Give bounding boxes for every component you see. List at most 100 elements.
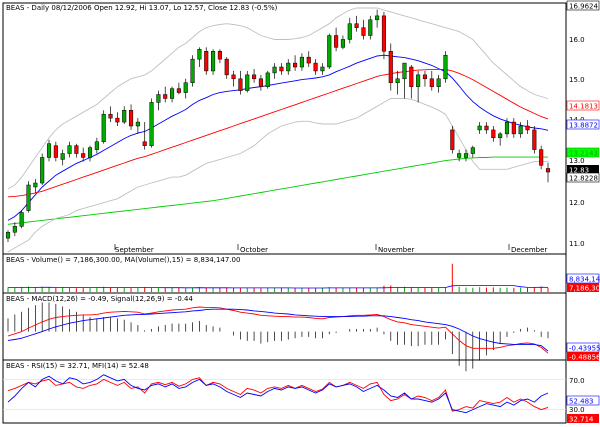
candle-body bbox=[156, 94, 161, 103]
price-value-box-sma200: 13.2143 bbox=[566, 147, 600, 158]
x-label-september: September bbox=[115, 246, 154, 254]
candle-body bbox=[416, 74, 421, 87]
candle-body bbox=[299, 56, 304, 68]
candle-body bbox=[293, 62, 298, 68]
svg-text:12.83: 12.83 bbox=[569, 167, 589, 175]
candle-body bbox=[5, 231, 11, 239]
candle-body bbox=[122, 110, 127, 123]
rsi-tick-70: 70.0 bbox=[569, 377, 585, 385]
candle-body bbox=[115, 117, 120, 123]
candle-body bbox=[422, 74, 428, 80]
candle-body bbox=[532, 129, 537, 150]
volume-value-box-ma: 8,834,14 bbox=[566, 273, 600, 284]
candle-body bbox=[395, 78, 400, 83]
candle-body bbox=[375, 15, 380, 21]
candle-body bbox=[224, 58, 229, 76]
candle-body bbox=[327, 35, 332, 68]
price-panel-frame bbox=[2, 2, 567, 255]
candle-body bbox=[272, 66, 277, 74]
candle-body bbox=[81, 153, 86, 158]
candle-body bbox=[265, 72, 270, 87]
svg-text:16.9624: 16.9624 bbox=[569, 3, 598, 11]
candle-body bbox=[443, 54, 448, 80]
line-bb-upper bbox=[7, 7, 549, 190]
line-bb-lower bbox=[7, 98, 548, 253]
candle-body bbox=[450, 129, 455, 150]
candle-body bbox=[498, 133, 503, 139]
candle-body bbox=[477, 125, 482, 131]
candle-body bbox=[545, 168, 551, 173]
volume-panel-frame bbox=[2, 253, 567, 294]
price-value-box-sma20: 13.8872 bbox=[566, 119, 600, 130]
macd-value-box-macd: -0.48856 bbox=[567, 352, 600, 362]
candle-body bbox=[12, 226, 17, 233]
candle-body bbox=[320, 66, 325, 72]
price-tick-12: 12.0 bbox=[569, 199, 585, 207]
price-value-box-bb-lower: 12.8228 bbox=[566, 172, 600, 183]
candle-body bbox=[211, 51, 216, 72]
svg-text:14.1813: 14.1813 bbox=[569, 103, 598, 111]
candle-body bbox=[368, 19, 373, 36]
svg-text:12.8228: 12.8228 bbox=[569, 175, 598, 183]
candle-body bbox=[108, 113, 113, 119]
svg-text:7,186,30: 7,186,30 bbox=[569, 285, 600, 293]
candle-body bbox=[484, 125, 489, 131]
candle-body bbox=[176, 88, 181, 93]
volume-value-box-volume: 7,186,30 bbox=[567, 283, 600, 293]
candle-body bbox=[409, 66, 414, 87]
candle-body bbox=[463, 153, 469, 158]
x-label-november: November bbox=[378, 246, 415, 254]
candle-body bbox=[525, 125, 530, 131]
candle-body bbox=[402, 62, 407, 80]
price-tick-15: 15.0 bbox=[569, 76, 585, 84]
candle-body bbox=[101, 113, 106, 142]
svg-text:-0.48856: -0.48856 bbox=[569, 354, 600, 362]
macd-value-box-signal: -0.43955 bbox=[566, 342, 600, 353]
candle-body bbox=[163, 94, 168, 99]
candle-body bbox=[286, 62, 291, 72]
svg-text:-0.43955: -0.43955 bbox=[569, 345, 600, 353]
candle-body bbox=[142, 141, 147, 146]
x-label-december: December bbox=[511, 246, 547, 254]
candle-body bbox=[539, 149, 544, 166]
candle-body bbox=[19, 212, 24, 227]
candle-body bbox=[245, 74, 250, 91]
plot-layer bbox=[3, 7, 566, 414]
volume-panel-title: BEAS - Volume() = 7,186,300.00, MA(Volum… bbox=[6, 256, 240, 264]
svg-text:8,834,14: 8,834,14 bbox=[569, 276, 600, 284]
svg-text:13.8872: 13.8872 bbox=[569, 122, 598, 130]
macd-line-macd bbox=[7, 306, 549, 354]
candle-body bbox=[231, 74, 236, 80]
candle-body bbox=[53, 145, 58, 158]
candle-body bbox=[87, 147, 93, 158]
rsi-panel-frame bbox=[2, 359, 567, 424]
candle-body bbox=[128, 110, 134, 127]
line-sma20 bbox=[7, 54, 549, 221]
candle-body bbox=[354, 23, 359, 28]
candle-body bbox=[258, 78, 263, 87]
candle-body bbox=[74, 145, 79, 154]
candle-body bbox=[33, 182, 38, 188]
candle-body bbox=[40, 157, 45, 184]
candle-body bbox=[197, 49, 202, 60]
rsi-panel-title: BEAS - RSI(15) = 32.71, MFI(14) = 52.48 bbox=[6, 362, 149, 370]
volume-ma-line bbox=[8, 285, 549, 289]
candle-body bbox=[252, 74, 257, 80]
candle-body bbox=[279, 66, 284, 72]
candle-body bbox=[46, 143, 52, 158]
candle-body bbox=[436, 78, 441, 87]
candle-body bbox=[511, 121, 516, 135]
macd-panel-title: BEAS - MACD(12,26) = -0.49, Signal(12,26… bbox=[6, 295, 193, 303]
candle-body bbox=[470, 147, 475, 154]
candle-body bbox=[190, 58, 195, 83]
candle-body bbox=[67, 145, 72, 154]
candle-body bbox=[457, 153, 462, 158]
candle-body bbox=[491, 129, 496, 139]
rsi-tick-30: 30.0 bbox=[569, 406, 585, 414]
price-tick-11: 11.0 bbox=[569, 240, 585, 248]
candle-body bbox=[149, 102, 154, 146]
candle-body bbox=[306, 56, 311, 64]
candle-body bbox=[334, 35, 339, 48]
candle-body bbox=[518, 125, 523, 135]
